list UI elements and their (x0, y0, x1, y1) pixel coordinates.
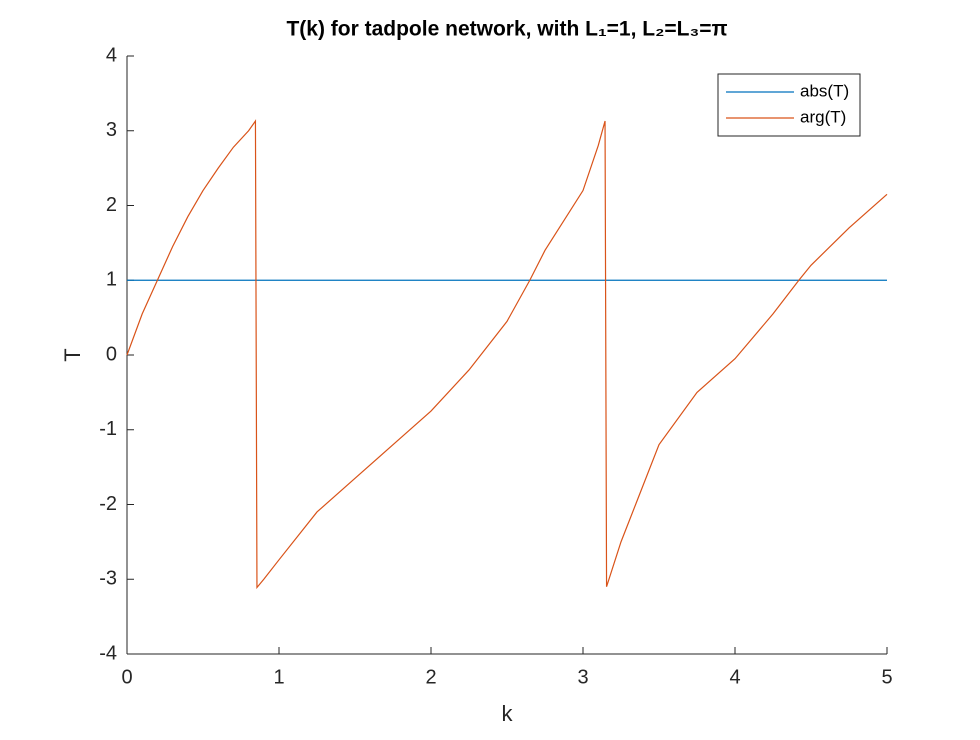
y-axis-label: T (60, 348, 85, 361)
x-tick-label: 5 (881, 666, 892, 688)
legend-label: abs(T) (800, 81, 849, 100)
y-tick-label: 4 (106, 44, 117, 66)
legend-box (717, 73, 861, 137)
y-tick-label: 3 (106, 119, 117, 141)
x-tick-label: 1 (273, 666, 284, 688)
y-tick-label: -2 (99, 493, 117, 515)
legend-label: arg(T) (800, 107, 846, 126)
y-tick-label: 1 (106, 269, 117, 291)
x-axis-label: k (502, 701, 514, 726)
x-tick-label: 0 (121, 666, 132, 688)
y-tick-label: 2 (106, 194, 117, 216)
x-tick-label: 4 (729, 666, 740, 688)
x-tick-label: 3 (577, 666, 588, 688)
y-tick-label: -3 (99, 568, 117, 590)
y-tick-label: 0 (106, 343, 117, 365)
y-tick-label: -4 (99, 642, 117, 664)
chart-title: T(k) for tadpole network, with L₁=1, L₂=… (286, 18, 727, 41)
y-tick-label: -1 (99, 418, 117, 440)
x-tick-label: 2 (425, 666, 436, 688)
series-line (126, 119, 888, 590)
